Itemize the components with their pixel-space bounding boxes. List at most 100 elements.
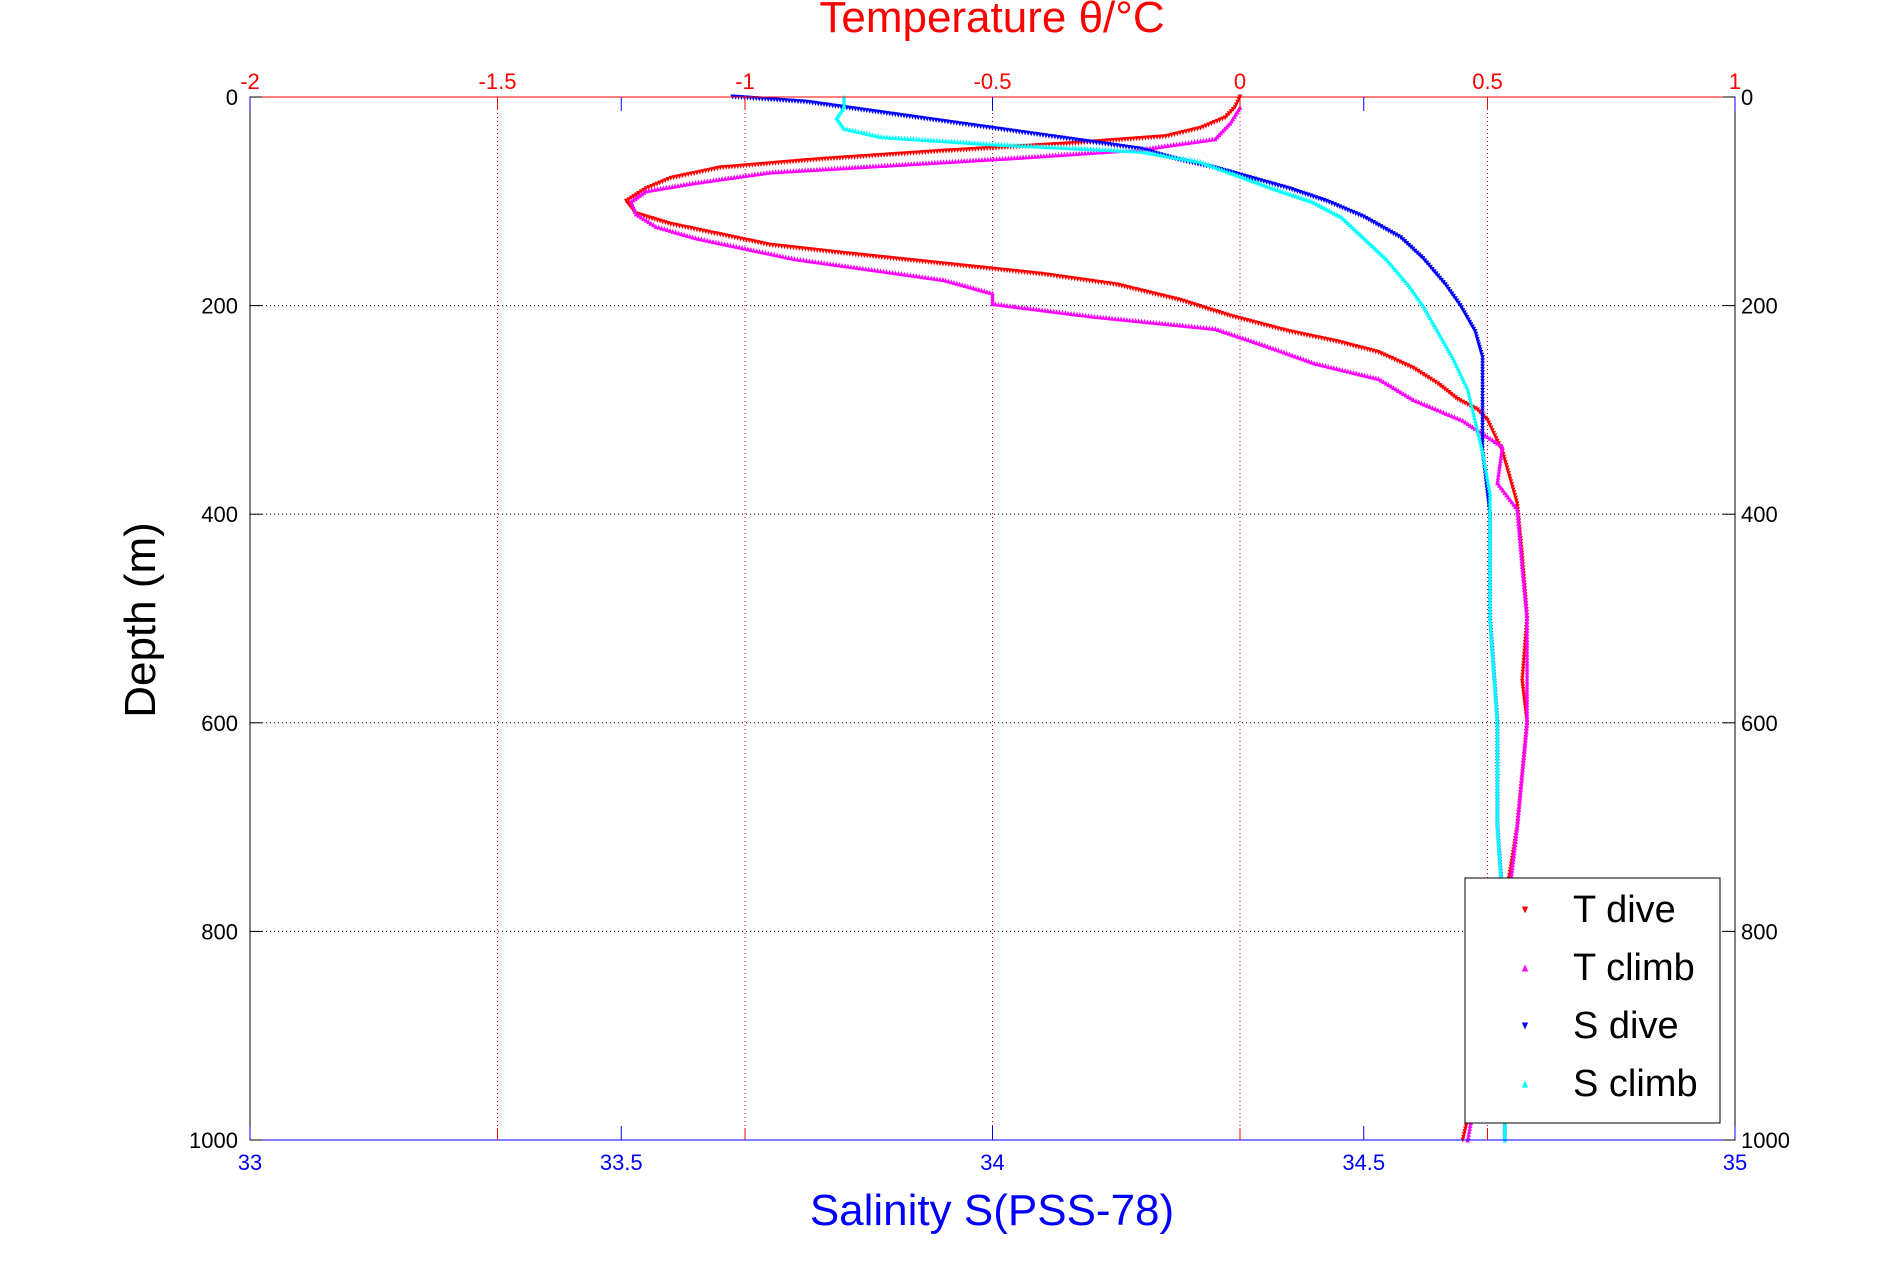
data-point — [739, 245, 745, 251]
data-point — [984, 289, 990, 295]
data-point — [1492, 684, 1498, 690]
data-point — [736, 244, 742, 250]
data-point — [926, 160, 932, 166]
data-point — [1515, 821, 1520, 827]
data-point — [766, 250, 771, 256]
data-point — [1495, 747, 1500, 753]
data-point — [1487, 538, 1493, 544]
data-point — [1100, 146, 1105, 152]
legend-marker — [1521, 964, 1529, 972]
data-point — [646, 187, 652, 193]
data-point — [1151, 319, 1156, 325]
data-point — [662, 226, 667, 232]
data-point — [893, 270, 898, 276]
data-point — [1159, 320, 1165, 326]
data-point — [1361, 214, 1366, 220]
data-point — [1477, 344, 1482, 350]
data-point — [1122, 137, 1128, 143]
data-point — [914, 136, 919, 142]
data-point — [1393, 232, 1399, 238]
data-point — [1498, 457, 1503, 463]
data-point — [1353, 227, 1358, 233]
data-point — [1524, 711, 1530, 717]
data-point — [1472, 417, 1478, 423]
data-point — [987, 141, 992, 147]
data-point — [965, 283, 970, 289]
data-point — [1254, 339, 1259, 345]
data-point — [847, 164, 852, 170]
data-point — [1112, 147, 1117, 153]
data-point — [719, 240, 724, 246]
data-point — [1510, 864, 1515, 870]
data-point — [1444, 388, 1450, 394]
data-point — [707, 238, 713, 244]
data-point — [1132, 148, 1138, 154]
data-point — [888, 162, 893, 168]
data-point — [1512, 841, 1518, 847]
data-point — [1337, 366, 1342, 372]
data-point — [841, 97, 847, 103]
data-point — [1476, 342, 1482, 348]
data-point — [1449, 413, 1454, 419]
data-point — [890, 269, 895, 275]
data-point — [890, 134, 896, 140]
data-point — [1462, 1129, 1467, 1135]
chart-title: Temperature θ/°C — [819, 0, 1164, 42]
data-point — [1403, 392, 1409, 398]
data-point — [1079, 150, 1085, 156]
data-point — [1285, 190, 1291, 196]
data-point — [1298, 355, 1303, 361]
data-point — [1070, 145, 1075, 151]
data-point — [1518, 784, 1524, 790]
data-point — [667, 184, 672, 190]
data-point — [1495, 803, 1500, 809]
data-point — [1118, 316, 1124, 322]
data-point — [949, 279, 954, 285]
data-point — [1495, 773, 1500, 779]
data-point — [954, 280, 959, 286]
data-point — [767, 169, 772, 175]
data-point — [873, 132, 878, 138]
data-point — [946, 148, 952, 154]
data-point — [690, 180, 695, 186]
data-point — [1441, 409, 1446, 415]
data-point — [1488, 624, 1493, 630]
data-point — [1251, 178, 1256, 184]
data-point — [1524, 690, 1530, 696]
data-point — [1129, 148, 1135, 154]
data-point — [878, 152, 884, 158]
data-point — [1221, 328, 1226, 334]
data-point — [1524, 705, 1530, 711]
data-point — [1487, 580, 1493, 586]
data-point — [1281, 349, 1287, 355]
series-t-dive — [623, 94, 1530, 1143]
data-point — [1379, 252, 1385, 258]
data-point — [1126, 148, 1132, 154]
data-point — [779, 243, 784, 249]
data-point — [1256, 180, 1261, 186]
data-point — [1502, 1134, 1508, 1140]
data-point — [1079, 145, 1084, 151]
data-point — [1273, 346, 1278, 352]
data-point — [803, 246, 808, 252]
data-point — [1428, 376, 1433, 382]
data-point — [1427, 403, 1432, 409]
data-point — [1320, 362, 1325, 368]
data-point — [1177, 141, 1182, 147]
data-point — [1457, 416, 1463, 422]
data-point — [1201, 324, 1206, 330]
data-point — [1480, 367, 1485, 373]
data-point — [1331, 210, 1337, 216]
data-point — [1487, 544, 1493, 550]
data-point — [1031, 306, 1036, 312]
data-point — [1162, 320, 1168, 326]
data-point — [1342, 367, 1348, 373]
data-point — [834, 155, 840, 161]
data-point — [990, 145, 996, 151]
data-point — [1210, 325, 1215, 331]
data-point — [788, 168, 793, 174]
data-point — [1083, 312, 1088, 318]
data-point — [1487, 562, 1493, 568]
data-point — [659, 225, 664, 231]
data-point — [1025, 305, 1030, 311]
